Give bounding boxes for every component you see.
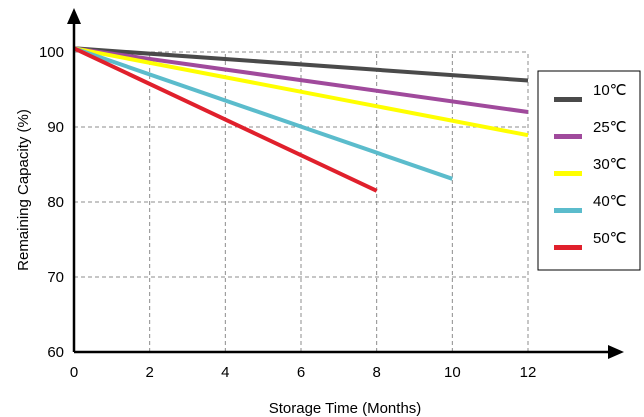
legend-swatch [554, 134, 582, 139]
legend-box [537, 70, 641, 271]
legend-swatch [554, 208, 582, 213]
legend-label: 25℃ [593, 119, 627, 136]
y-tick-label: 90 [47, 119, 64, 136]
series-line [73, 46, 378, 193]
x-axis-title: Storage Time (Months) [269, 400, 422, 417]
x-tick-label: 6 [297, 364, 305, 381]
series-line [73, 46, 529, 138]
y-tick-label: 80 [47, 194, 64, 211]
legend-swatch [554, 245, 582, 250]
x-tick-label: 0 [70, 364, 78, 381]
tick-labels: 0 2 4 6 8 10 12 60 70 80 90 100 [39, 44, 536, 381]
legend-label: 10℃ [593, 82, 627, 99]
y-tick-label: 60 [47, 344, 64, 361]
y-axis-arrowhead [67, 8, 81, 24]
x-tick-label: 4 [221, 364, 229, 381]
legend-label: 40℃ [593, 193, 627, 210]
legend-swatch [554, 171, 582, 176]
x-tick-label: 12 [520, 364, 537, 381]
x-tick-label: 2 [145, 364, 153, 381]
y-tick-label: 70 [47, 269, 64, 286]
legend-swatch [554, 97, 582, 102]
legend-label: 30℃ [593, 156, 627, 173]
legend: 10℃ 25℃ 30℃ 40℃ 50℃ [537, 70, 641, 271]
series-line [73, 46, 453, 181]
y-axis-title: Remaining Capacity (%) [15, 109, 32, 271]
x-tick-label: 8 [372, 364, 380, 381]
x-tick-label: 10 [444, 364, 461, 381]
legend-label: 50℃ [593, 230, 627, 247]
series-line [73, 46, 529, 83]
y-tick-label: 100 [39, 44, 64, 61]
series-lines [73, 46, 529, 193]
x-axis-arrowhead [608, 345, 624, 359]
axes [67, 8, 624, 359]
series-line [73, 46, 529, 114]
grid [74, 51, 529, 352]
